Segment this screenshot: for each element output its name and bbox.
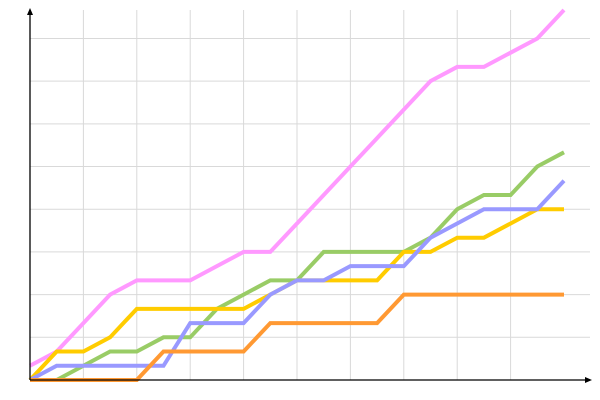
x-axis-arrow bbox=[585, 377, 592, 383]
series-line-4 bbox=[29, 179, 566, 382]
series-line-1 bbox=[29, 8, 566, 368]
axes bbox=[27, 8, 592, 383]
y-axis-arrow bbox=[27, 8, 33, 15]
